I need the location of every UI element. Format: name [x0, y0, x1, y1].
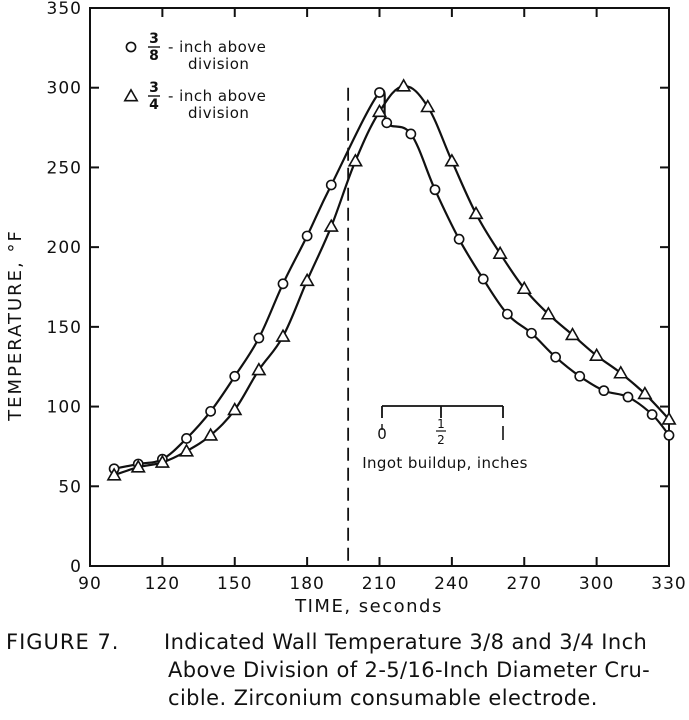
x-tick-label: 180	[289, 574, 324, 594]
data-point-circle	[501, 308, 513, 320]
data-point-circle	[646, 409, 658, 420]
legend-fraction-denominator: 4	[149, 97, 159, 113]
series-curves	[113, 84, 670, 477]
data-point-circle	[277, 278, 289, 290]
data-point-triangle	[251, 362, 267, 376]
x-tick-label: 240	[434, 574, 469, 594]
data-point-circle	[574, 370, 586, 382]
x-axis: 90 120 150 180 210 240 270 300 330	[78, 8, 686, 594]
data-point-triangle	[637, 386, 653, 400]
data-point-circle	[405, 128, 417, 140]
data-point-triangle	[106, 467, 122, 481]
data-point-circle	[229, 370, 241, 382]
data-point-triangle	[203, 427, 219, 441]
data-point-circle	[429, 184, 441, 196]
x-axis-label: TIME, seconds	[294, 596, 443, 617]
data-point-triangle	[227, 401, 243, 416]
series-line-2	[113, 84, 670, 477]
legend-fraction-numerator: 3	[149, 31, 159, 47]
caption-line-2: Above Division of 2-5/16-Inch Diameter C…	[168, 658, 651, 682]
legend-entry-text: - inch above	[168, 38, 266, 56]
data-point-triangle	[154, 454, 170, 468]
data-point-circle	[477, 273, 489, 285]
y-tick-label: 150	[47, 318, 82, 338]
data-point-triangle	[516, 280, 532, 295]
data-point-circle	[598, 385, 610, 397]
y-tick-label: 250	[47, 158, 82, 178]
y-axis: 0 50 100 150 200 250 300 350	[47, 0, 669, 577]
data-point-triangle	[661, 411, 677, 425]
data-point-circle	[526, 327, 537, 339]
data-point-circle	[253, 332, 265, 344]
ingot-buildup-scale: 0 1 2 Ingot buildup, inches	[362, 405, 528, 472]
data-point-triangle	[613, 365, 629, 379]
legend-entry-text-2: division	[188, 55, 249, 73]
x-tick-label: 270	[507, 574, 542, 594]
legend-fraction-denominator: 8	[149, 48, 159, 64]
caption-label: FIGURE 7.	[6, 630, 120, 654]
data-point-circle	[181, 433, 192, 444]
y-tick-label: 300	[47, 79, 82, 99]
data-point-circle	[205, 405, 217, 417]
data-point-triangle	[371, 103, 388, 118]
y-axis-label: TEMPERATURE, °F	[5, 229, 26, 422]
y-tick-label: 350	[47, 0, 82, 19]
y-tick-label: 0	[70, 557, 82, 577]
legend-entry-text-2: division	[188, 104, 249, 122]
data-point-triangle	[589, 347, 605, 362]
data-point-circle	[663, 429, 675, 441]
x-tick-label: 330	[651, 574, 686, 594]
x-tick-label: 300	[579, 574, 614, 594]
data-point-circle	[622, 391, 634, 403]
data-point-circle	[325, 179, 337, 191]
data-point-triangle	[347, 153, 363, 167]
x-tick-label: 210	[362, 574, 397, 594]
legend-triangle-marker	[123, 88, 139, 102]
data-point-triangle	[275, 328, 291, 342]
series-markers	[106, 78, 677, 481]
data-point-triangle	[178, 443, 195, 457]
scale-label-half-den: 2	[437, 433, 445, 447]
data-point-triangle	[540, 306, 556, 320]
data-point-triangle	[492, 245, 508, 259]
scale-label-zero: 0	[377, 425, 387, 443]
data-point-triangle	[468, 205, 484, 220]
scale-label: Ingot buildup, inches	[362, 454, 528, 472]
data-point-triangle	[564, 327, 581, 341]
data-point-triangle	[420, 99, 436, 113]
data-point-circle	[374, 87, 385, 98]
x-tick-label: 120	[145, 574, 180, 594]
caption-line-3: cible. Zirconium consumable electrode.	[168, 686, 598, 710]
series-line-1	[113, 89, 670, 470]
x-tick-label: 90	[78, 574, 102, 594]
data-point-triangle	[130, 459, 146, 473]
data-point-circle	[301, 230, 313, 242]
y-tick-label: 100	[47, 398, 82, 418]
legend-circle-marker	[125, 41, 137, 53]
legend-entry-text: - inch above	[168, 87, 266, 105]
data-point-triangle	[323, 218, 339, 232]
scale-label-half-num: 1	[437, 417, 445, 431]
data-point-triangle	[396, 78, 412, 92]
y-tick-label: 200	[47, 238, 82, 258]
y-tick-label: 50	[58, 477, 82, 497]
figure-caption: FIGURE 7. Indicated Wall Temperature 3/8…	[0, 622, 689, 720]
data-point-circle	[550, 351, 562, 363]
caption-text: Indicated Wall Temperature 3/8 and 3/4 I…	[164, 628, 684, 712]
caption-line-1: Indicated Wall Temperature 3/8 and 3/4 I…	[164, 630, 648, 654]
x-tick-label: 150	[217, 574, 252, 594]
data-point-circle	[453, 233, 465, 245]
data-point-triangle	[444, 153, 460, 167]
legend-fraction-numerator: 3	[149, 80, 159, 96]
data-point-circle	[381, 117, 393, 129]
data-point-triangle	[299, 272, 315, 287]
